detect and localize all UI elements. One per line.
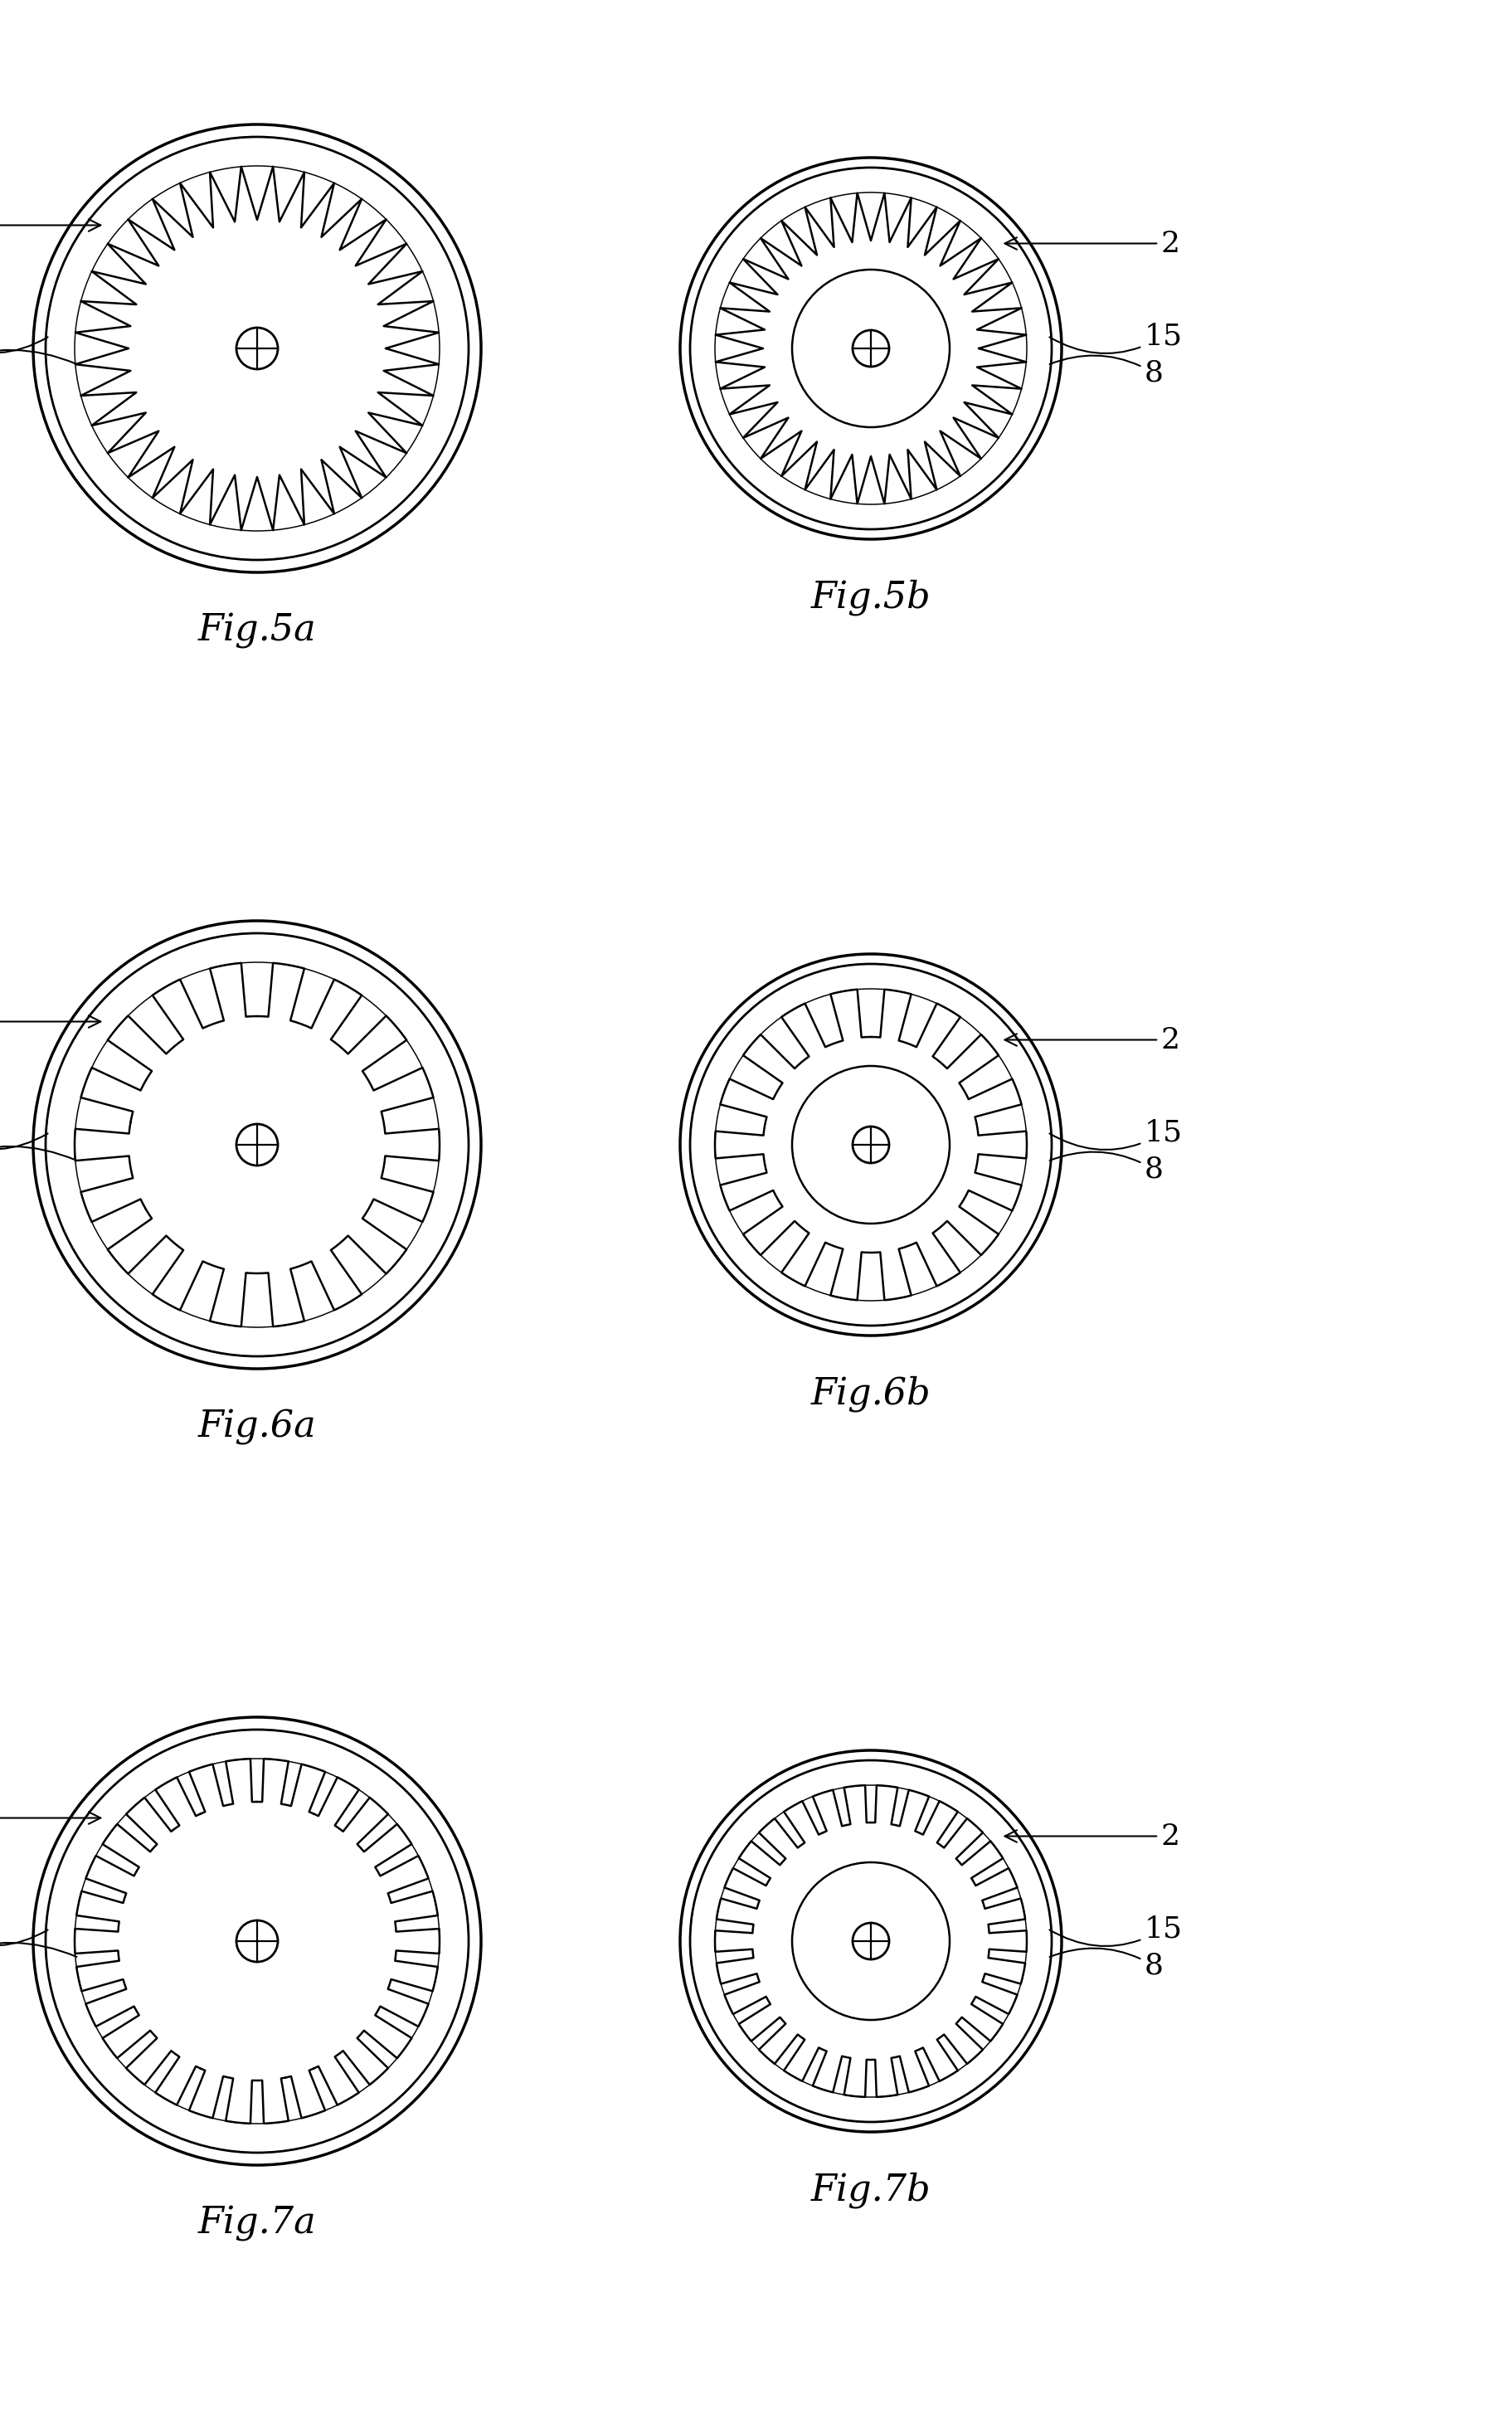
Circle shape (74, 1759, 440, 2125)
Circle shape (680, 1751, 1061, 2132)
Circle shape (236, 1920, 278, 1961)
Text: 4: 4 (0, 212, 100, 238)
Circle shape (45, 932, 469, 1356)
Circle shape (792, 1862, 950, 2019)
Circle shape (45, 137, 469, 559)
Text: Fig.5a: Fig.5a (198, 612, 316, 648)
Text: Fig.5b: Fig.5b (810, 578, 930, 614)
Text: 15: 15 (1049, 1118, 1182, 1149)
Text: 16: 16 (0, 349, 77, 388)
Circle shape (45, 1730, 469, 2154)
Text: Fig.6b: Fig.6b (810, 1376, 930, 1412)
Text: 9: 9 (0, 1915, 48, 1946)
Circle shape (853, 1922, 889, 1959)
Text: 8: 8 (1049, 357, 1163, 388)
Circle shape (33, 920, 481, 1368)
Text: 8: 8 (1049, 1152, 1163, 1183)
Text: Fig.7a: Fig.7a (198, 2204, 316, 2240)
Circle shape (792, 1065, 950, 1224)
Circle shape (689, 169, 1051, 530)
Text: 4: 4 (0, 1804, 100, 1833)
Circle shape (74, 961, 440, 1327)
Circle shape (33, 125, 481, 573)
Circle shape (236, 328, 278, 369)
Circle shape (74, 166, 440, 530)
Text: 8: 8 (1049, 1949, 1163, 1980)
Text: 9: 9 (0, 1118, 48, 1149)
Text: 16: 16 (0, 1942, 77, 1980)
Circle shape (680, 157, 1061, 540)
Circle shape (792, 270, 950, 426)
Circle shape (680, 954, 1061, 1335)
Text: 16: 16 (0, 1147, 77, 1183)
Circle shape (715, 193, 1027, 503)
Circle shape (715, 988, 1027, 1301)
Circle shape (689, 964, 1051, 1325)
Text: 4: 4 (0, 1007, 100, 1036)
Circle shape (715, 1785, 1027, 2098)
Circle shape (853, 1127, 889, 1164)
Text: 2: 2 (1004, 1026, 1179, 1055)
Circle shape (853, 330, 889, 366)
Text: 15: 15 (1049, 323, 1182, 354)
Text: Fig.7b: Fig.7b (810, 2173, 930, 2209)
Circle shape (236, 1125, 278, 1166)
Circle shape (689, 1761, 1051, 2122)
Text: 2: 2 (1004, 1821, 1179, 1850)
Text: 15: 15 (1049, 1915, 1182, 1946)
Circle shape (33, 1718, 481, 2166)
Text: 9: 9 (0, 323, 48, 354)
Text: 2: 2 (1004, 229, 1179, 258)
Text: Fig.6a: Fig.6a (198, 1409, 316, 1445)
